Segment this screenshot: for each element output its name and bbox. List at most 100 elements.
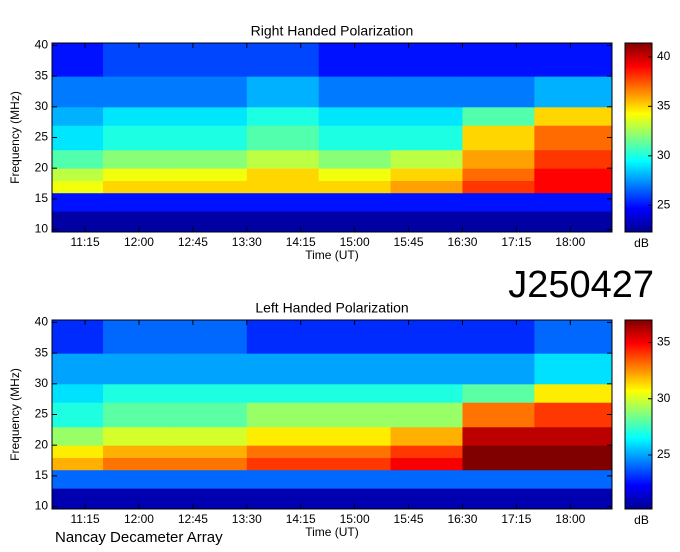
spectrum-cell bbox=[246, 426, 320, 446]
y-tick-label: 15 bbox=[35, 191, 49, 205]
spectrum-cell bbox=[390, 469, 463, 489]
spectrum-cell bbox=[534, 426, 613, 446]
y-tick-label: 20 bbox=[35, 160, 49, 174]
spectrum-cell bbox=[174, 168, 248, 181]
spectrum-cell bbox=[246, 320, 320, 354]
spectrum-cell bbox=[174, 402, 248, 428]
spectrum-cell bbox=[390, 211, 463, 233]
x-tick-label: 15:00 bbox=[340, 235, 370, 249]
spectrum-cell bbox=[318, 149, 392, 169]
spectrum-cell bbox=[390, 383, 463, 403]
spectrum-cell bbox=[390, 168, 463, 181]
spectrum-cell bbox=[174, 149, 248, 169]
y-tick-label: 25 bbox=[35, 407, 49, 421]
spectrum-cell bbox=[174, 457, 248, 471]
x-tick-label: 13:30 bbox=[232, 235, 262, 249]
spectrum-cell bbox=[103, 469, 176, 489]
colorbar-tick-label: 40 bbox=[657, 49, 671, 63]
y-tick-label: 40 bbox=[35, 315, 49, 329]
colorbar-label: dB bbox=[634, 513, 649, 527]
spectrum-cell bbox=[318, 445, 392, 458]
spectrum-cell bbox=[174, 426, 248, 446]
spectrum-cell bbox=[246, 445, 320, 458]
spectrum-cell bbox=[246, 106, 320, 126]
spectrum-cell bbox=[52, 125, 104, 151]
spectrum-cell bbox=[534, 211, 613, 233]
spectrum-cell bbox=[462, 180, 535, 194]
spectrum-cell bbox=[390, 457, 463, 471]
spectrum-cell bbox=[103, 488, 176, 510]
spectrum-cell bbox=[534, 469, 613, 489]
spectrum-cell bbox=[52, 106, 104, 126]
spectrum-cell bbox=[318, 168, 392, 181]
spectrum-cell bbox=[318, 106, 392, 126]
x-tick-label: 15:45 bbox=[394, 235, 424, 249]
spectrum-cell bbox=[103, 149, 176, 169]
spectrum-cell bbox=[103, 383, 176, 403]
spectrum-cell bbox=[174, 76, 248, 108]
spectrum-cell bbox=[318, 426, 392, 446]
spectrum-cell bbox=[390, 76, 463, 108]
colorbar-tick-label: 35 bbox=[657, 99, 671, 113]
spectrum-cell bbox=[103, 125, 176, 151]
spectrum-cell bbox=[246, 402, 320, 428]
y-tick-label: 10 bbox=[35, 222, 49, 236]
x-tick-label: 15:00 bbox=[340, 512, 370, 526]
spectrum-cell bbox=[534, 457, 613, 471]
y-tick-label: 35 bbox=[35, 345, 49, 359]
spectrum-cell bbox=[52, 426, 104, 446]
chart-title: Right Handed Polarization bbox=[251, 23, 414, 39]
spectrum-cell bbox=[462, 192, 535, 212]
spectrum-cell bbox=[174, 125, 248, 151]
y-tick-label: 40 bbox=[35, 38, 49, 52]
spectrum-cell bbox=[462, 445, 535, 458]
spectrum-cell bbox=[103, 457, 176, 471]
spectrum-cell bbox=[462, 149, 535, 169]
spectrum-cell bbox=[318, 469, 392, 489]
spectrum-cell bbox=[390, 43, 463, 77]
spectrum-cell bbox=[246, 149, 320, 169]
colorbar-tick-label: 30 bbox=[657, 148, 671, 162]
spectrum-cell bbox=[462, 469, 535, 489]
x-tick-label: 12:00 bbox=[124, 235, 154, 249]
x-tick-label: 18:00 bbox=[555, 512, 585, 526]
spectrum-cell bbox=[174, 106, 248, 126]
spectrum-cell bbox=[390, 402, 463, 428]
spectrum-cell bbox=[462, 106, 535, 126]
spectrum-cell bbox=[246, 353, 320, 385]
event-id: J250427 bbox=[508, 264, 654, 306]
spectrum-cell bbox=[318, 402, 392, 428]
spectrum-cell bbox=[318, 353, 392, 385]
spectrum-cell bbox=[246, 76, 320, 108]
spectrum-cell bbox=[246, 125, 320, 151]
spectrum-cell bbox=[390, 353, 463, 385]
x-tick-label: 13:30 bbox=[232, 512, 262, 526]
spectrum-cell bbox=[52, 383, 104, 403]
spectrum-cell bbox=[390, 488, 463, 510]
spectrum-cell bbox=[174, 383, 248, 403]
spectrum-cell bbox=[174, 488, 248, 510]
y-tick-label: 20 bbox=[35, 437, 49, 451]
spectrum-cell bbox=[390, 106, 463, 126]
spectrum-cell bbox=[103, 211, 176, 233]
spectrum-cell bbox=[103, 353, 176, 385]
x-tick-label: 14:15 bbox=[286, 512, 316, 526]
spectrum-cell bbox=[318, 320, 392, 354]
spectrum-cell bbox=[246, 43, 320, 77]
colorbar bbox=[624, 42, 653, 233]
credit: Nancay Decameter Array bbox=[55, 529, 223, 546]
spectrum-cell bbox=[390, 426, 463, 446]
spectrum-cell bbox=[318, 76, 392, 108]
spectrum-cell bbox=[103, 402, 176, 428]
spectrum-cell bbox=[103, 106, 176, 126]
spectrum-cell bbox=[174, 320, 248, 354]
spectrum-cell bbox=[52, 43, 104, 77]
spectrum-cell bbox=[390, 445, 463, 458]
spectrum-cell bbox=[52, 168, 104, 181]
spectrum-cell bbox=[462, 43, 535, 77]
spectrum-cell bbox=[534, 402, 613, 428]
spectrum-cell bbox=[246, 192, 320, 212]
spectrum-cell bbox=[52, 211, 104, 233]
colorbar-tick-label: 35 bbox=[657, 335, 671, 349]
